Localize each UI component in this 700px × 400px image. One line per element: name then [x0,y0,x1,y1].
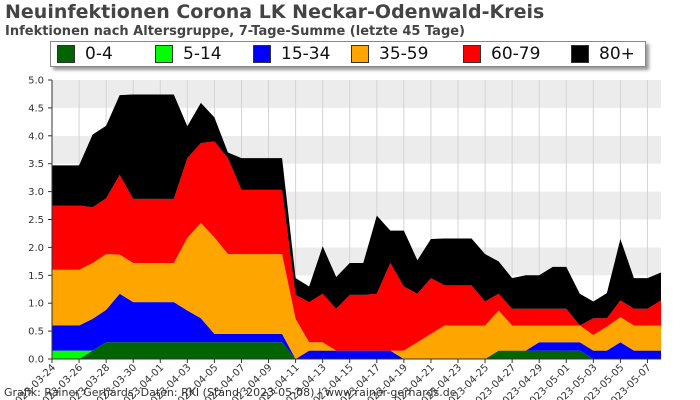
legend-item-60-79: 60-79 [463,42,540,66]
legend-swatch [57,45,75,63]
legend-item-35-59: 35-59 [351,42,428,66]
legend-swatch [155,45,173,63]
chart-subtitle: Infektionen nach Altersgruppe, 7-Tage-Su… [5,24,466,39]
legend-swatch [571,45,589,63]
y-tick-label: 4.5 [28,103,44,114]
y-tick-label: 3.0 [28,187,44,198]
y-tick-label: 3.5 [28,159,44,170]
legend-label: 35-59 [379,44,429,64]
legend-swatch [253,45,271,63]
legend-swatch [463,45,481,63]
credit-text: Grafik: Rainer Gerhards, Daten: RKI (Sta… [4,386,457,399]
legend: 0-4 5-14 15-34 35-59 60-79 80+ [50,41,646,67]
y-axis-ticks: 0.0 0.5 1.0 1.5 2.0 2.5 3.0 3.5 4.0 4.5 5.0 [28,76,52,366]
legend-label: 0-4 [85,44,113,64]
legend-item-5-14: 5-14 [155,42,222,66]
y-tick-label: 1.5 [28,271,44,282]
legend-item-0-4: 0-4 [57,42,113,66]
legend-label: 60-79 [491,44,541,64]
area-series-35-59 [52,222,661,359]
y-tick-label: 2.5 [28,215,44,226]
y-tick-label: 1.0 [28,299,44,310]
legend-label: 80+ [599,44,635,64]
y-tick-label: 0.0 [28,355,44,366]
y-tick-label: 4.0 [28,131,44,142]
legend-item-15-34: 15-34 [253,42,330,66]
legend-label: 15-34 [281,44,331,64]
area-series-60-79 [52,141,661,351]
y-tick-label: 2.0 [28,243,44,254]
chart-title: Neuinfektionen Corona LK Neckar-Odenwald… [5,1,545,23]
area-series-0-4 [52,342,661,359]
legend-label: 5-14 [183,44,222,64]
area-series-80+ [52,94,661,326]
area-series-15-34 [52,293,661,359]
x-axis-ticks: 2023-03-242023-03-262023-03-282023-03-30… [9,359,654,400]
legend-item-80+: 80+ [571,42,635,66]
y-tick-label: 5.0 [28,76,44,87]
stacked-areas [52,94,661,359]
legend-swatch [351,45,369,63]
y-tick-label: 0.5 [28,327,44,338]
